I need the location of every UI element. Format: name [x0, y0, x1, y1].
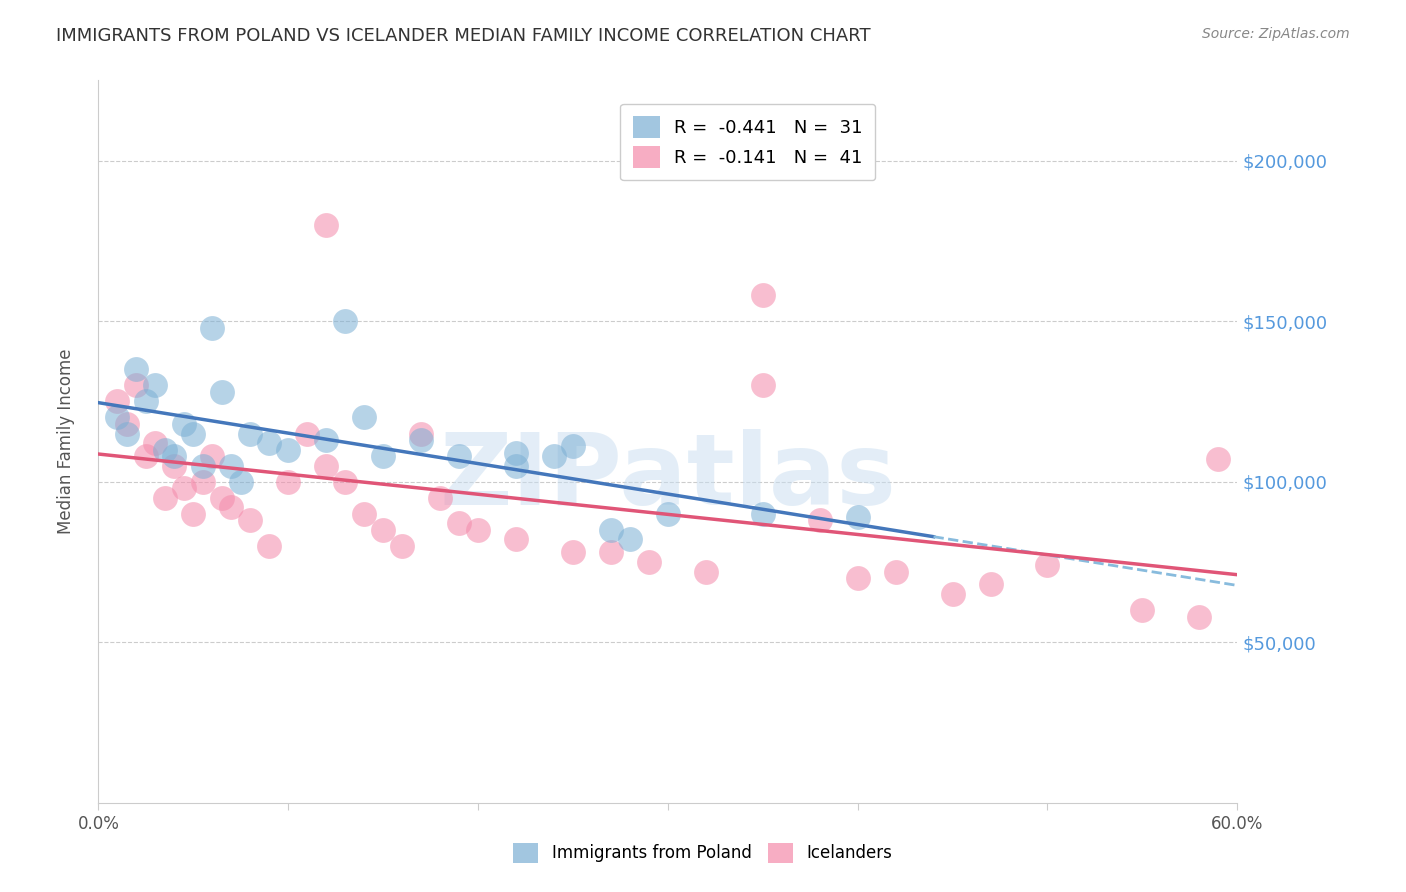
Point	[211, 491, 233, 505]
Point	[411, 433, 433, 447]
Point	[600, 523, 623, 537]
Point	[229, 475, 252, 489]
Point	[135, 394, 157, 409]
Point	[297, 426, 319, 441]
Text: IMMIGRANTS FROM POLAND VS ICELANDER MEDIAN FAMILY INCOME CORRELATION CHART: IMMIGRANTS FROM POLAND VS ICELANDER MEDI…	[56, 27, 870, 45]
Point	[942, 587, 965, 601]
Point	[752, 507, 775, 521]
Point	[191, 475, 214, 489]
Point	[211, 384, 233, 399]
Point	[201, 449, 224, 463]
Point	[808, 513, 831, 527]
Point	[371, 523, 394, 537]
Point	[183, 507, 205, 521]
Point	[449, 516, 471, 531]
Point	[183, 426, 205, 441]
Point	[353, 410, 375, 425]
Point	[335, 475, 357, 489]
Point	[239, 513, 262, 527]
Point	[173, 481, 195, 495]
Point	[1188, 609, 1211, 624]
Point	[145, 436, 167, 450]
Point	[846, 510, 869, 524]
Point	[505, 533, 527, 547]
Point	[173, 417, 195, 431]
Point	[163, 449, 186, 463]
Point	[600, 545, 623, 559]
Point	[277, 475, 299, 489]
Point	[315, 458, 337, 473]
Point	[429, 491, 451, 505]
Point	[505, 446, 527, 460]
Point	[221, 500, 243, 515]
Point	[315, 433, 337, 447]
Point	[221, 458, 243, 473]
Point	[163, 458, 186, 473]
Point	[695, 565, 717, 579]
Point	[411, 426, 433, 441]
Point	[657, 507, 679, 521]
Point	[752, 288, 775, 302]
Point	[1208, 452, 1230, 467]
Point	[1036, 558, 1059, 573]
Point	[505, 458, 527, 473]
Point	[153, 491, 176, 505]
Point	[153, 442, 176, 457]
Point	[449, 449, 471, 463]
Point	[619, 533, 641, 547]
Point	[562, 545, 585, 559]
Point	[259, 539, 281, 553]
Point	[201, 320, 224, 334]
Point	[315, 218, 337, 232]
Point	[467, 523, 489, 537]
Point	[638, 555, 661, 569]
Point	[391, 539, 413, 553]
Point	[259, 436, 281, 450]
Point	[107, 410, 129, 425]
Point	[752, 378, 775, 392]
Point	[562, 439, 585, 453]
Point	[135, 449, 157, 463]
Point	[353, 507, 375, 521]
Y-axis label: Median Family Income: Median Family Income	[56, 349, 75, 534]
Point	[371, 449, 394, 463]
Point	[277, 442, 299, 457]
Point	[191, 458, 214, 473]
Point	[145, 378, 167, 392]
Point	[107, 394, 129, 409]
Point	[846, 571, 869, 585]
Point	[979, 577, 1001, 591]
Legend: Immigrants from Poland, Icelanders: Immigrants from Poland, Icelanders	[502, 831, 904, 875]
Legend: R =  -0.441   N =  31, R =  -0.141   N =  41: R = -0.441 N = 31, R = -0.141 N = 41	[620, 103, 875, 180]
Point	[115, 426, 138, 441]
Point	[1132, 603, 1154, 617]
Text: Source: ZipAtlas.com: Source: ZipAtlas.com	[1202, 27, 1350, 41]
Point	[125, 378, 148, 392]
Point	[884, 565, 907, 579]
Point	[239, 426, 262, 441]
Point	[543, 449, 565, 463]
Text: ZIPatlas: ZIPatlas	[440, 429, 896, 526]
Point	[115, 417, 138, 431]
Point	[335, 314, 357, 328]
Point	[125, 362, 148, 376]
